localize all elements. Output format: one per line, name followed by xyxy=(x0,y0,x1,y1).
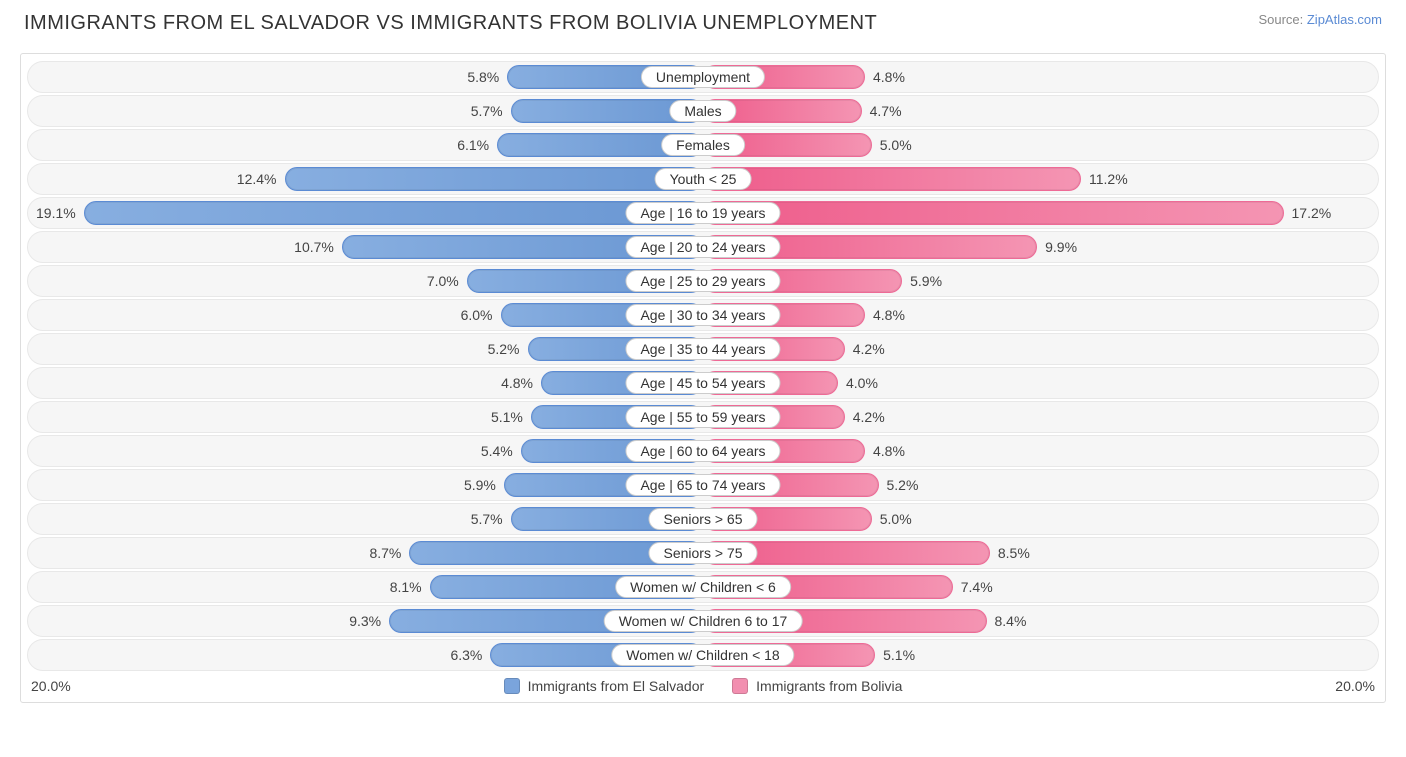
category-label: Women w/ Children 6 to 17 xyxy=(604,610,803,632)
value-right: 5.0% xyxy=(872,511,920,527)
value-left: 19.1% xyxy=(28,205,84,221)
source-attribution: Source: ZipAtlas.com xyxy=(1258,12,1382,27)
value-left: 8.1% xyxy=(382,579,430,595)
category-label: Males xyxy=(669,100,736,122)
value-right: 4.8% xyxy=(865,307,913,323)
value-right: 8.5% xyxy=(990,545,1038,561)
chart-row: 8.7% 8.5% Seniors > 75 xyxy=(21,536,1385,570)
value-right: 4.8% xyxy=(865,69,913,85)
value-right: 8.4% xyxy=(987,613,1035,629)
source-link[interactable]: ZipAtlas.com xyxy=(1307,12,1382,27)
value-left: 12.4% xyxy=(229,171,285,187)
header: IMMIGRANTS FROM EL SALVADOR VS IMMIGRANT… xyxy=(20,12,1386,35)
category-label: Age | 20 to 24 years xyxy=(625,236,780,258)
value-right: 4.2% xyxy=(845,341,893,357)
chart-row: 6.0% 4.8% Age | 30 to 34 years xyxy=(21,298,1385,332)
value-right: 9.9% xyxy=(1037,239,1085,255)
bar-bolivia xyxy=(703,167,1081,191)
axis-legend-row: 20.0% Immigrants from El Salvador Immigr… xyxy=(21,672,1385,702)
value-left: 4.8% xyxy=(493,375,541,391)
chart-row: 5.2% 4.2% Age | 35 to 44 years xyxy=(21,332,1385,366)
category-label: Seniors > 75 xyxy=(649,542,758,564)
value-left: 5.7% xyxy=(463,103,511,119)
chart-row: 5.8% 4.8% Unemployment xyxy=(21,60,1385,94)
chart-row: 10.7% 9.9% Age | 20 to 24 years xyxy=(21,230,1385,264)
source-prefix: Source: xyxy=(1258,12,1306,27)
chart-row: 7.0% 5.9% Age | 25 to 29 years xyxy=(21,264,1385,298)
value-left: 5.8% xyxy=(459,69,507,85)
axis-max-right: 20.0% xyxy=(1335,678,1375,694)
page-title: IMMIGRANTS FROM EL SALVADOR VS IMMIGRANT… xyxy=(24,12,877,35)
chart-row: 5.1% 4.2% Age | 55 to 59 years xyxy=(21,400,1385,434)
legend-swatch-icon xyxy=(504,678,520,694)
value-left: 5.1% xyxy=(483,409,531,425)
chart-row: 4.8% 4.0% Age | 45 to 54 years xyxy=(21,366,1385,400)
value-left: 6.3% xyxy=(442,647,490,663)
value-left: 5.4% xyxy=(473,443,521,459)
value-right: 11.2% xyxy=(1081,171,1136,187)
legend-item-el-salvador: Immigrants from El Salvador xyxy=(504,678,705,694)
chart-row: 5.4% 4.8% Age | 60 to 64 years xyxy=(21,434,1385,468)
category-label: Age | 65 to 74 years xyxy=(625,474,780,496)
chart-row: 5.9% 5.2% Age | 65 to 74 years xyxy=(21,468,1385,502)
chart-row: 6.3% 5.1% Women w/ Children < 18 xyxy=(21,638,1385,672)
value-right: 4.7% xyxy=(862,103,910,119)
category-label: Age | 55 to 59 years xyxy=(625,406,780,428)
value-right: 5.2% xyxy=(879,477,927,493)
category-label: Age | 30 to 34 years xyxy=(625,304,780,326)
category-label: Age | 16 to 19 years xyxy=(625,202,780,224)
bar-bolivia xyxy=(703,201,1284,225)
category-label: Age | 45 to 54 years xyxy=(625,372,780,394)
value-left: 6.1% xyxy=(449,137,497,153)
category-label: Age | 60 to 64 years xyxy=(625,440,780,462)
category-label: Age | 35 to 44 years xyxy=(625,338,780,360)
value-right: 17.2% xyxy=(1284,205,1340,221)
diverging-bar-chart: 5.8% 4.8% Unemployment 5.7% 4.7% Males 6.1% 5.0… xyxy=(20,53,1386,703)
legend-swatch-icon xyxy=(732,678,748,694)
chart-row: 12.4% 11.2% Youth < 25 xyxy=(21,162,1385,196)
value-left: 5.9% xyxy=(456,477,504,493)
bar-el-salvador xyxy=(285,167,704,191)
category-label: Seniors > 65 xyxy=(649,508,758,530)
value-left: 7.0% xyxy=(419,273,467,289)
chart-row: 8.1% 7.4% Women w/ Children < 6 xyxy=(21,570,1385,604)
category-label: Age | 25 to 29 years xyxy=(625,270,780,292)
value-left: 8.7% xyxy=(361,545,409,561)
category-label: Females xyxy=(661,134,745,156)
chart-row: 5.7% 5.0% Seniors > 65 xyxy=(21,502,1385,536)
value-left: 10.7% xyxy=(286,239,342,255)
value-right: 4.2% xyxy=(845,409,893,425)
legend: Immigrants from El Salvador Immigrants f… xyxy=(71,678,1336,694)
legend-item-bolivia: Immigrants from Bolivia xyxy=(732,678,902,694)
value-right: 4.8% xyxy=(865,443,913,459)
legend-label: Immigrants from Bolivia xyxy=(756,678,902,694)
value-right: 5.1% xyxy=(875,647,923,663)
value-right: 5.0% xyxy=(872,137,920,153)
category-label: Youth < 25 xyxy=(655,168,752,190)
axis-max-left: 20.0% xyxy=(31,678,71,694)
chart-row: 6.1% 5.0% Females xyxy=(21,128,1385,162)
chart-row: 5.7% 4.7% Males xyxy=(21,94,1385,128)
value-left: 5.7% xyxy=(463,511,511,527)
category-label: Unemployment xyxy=(641,66,765,88)
bar-el-salvador xyxy=(84,201,703,225)
value-right: 7.4% xyxy=(953,579,1001,595)
value-right: 4.0% xyxy=(838,375,886,391)
value-left: 5.2% xyxy=(480,341,528,357)
value-left: 6.0% xyxy=(453,307,501,323)
category-label: Women w/ Children < 6 xyxy=(615,576,791,598)
chart-row: 19.1% 17.2% Age | 16 to 19 years xyxy=(21,196,1385,230)
legend-label: Immigrants from El Salvador xyxy=(528,678,705,694)
value-left: 9.3% xyxy=(341,613,389,629)
value-right: 5.9% xyxy=(902,273,950,289)
chart-row: 9.3% 8.4% Women w/ Children 6 to 17 xyxy=(21,604,1385,638)
category-label: Women w/ Children < 18 xyxy=(611,644,794,666)
